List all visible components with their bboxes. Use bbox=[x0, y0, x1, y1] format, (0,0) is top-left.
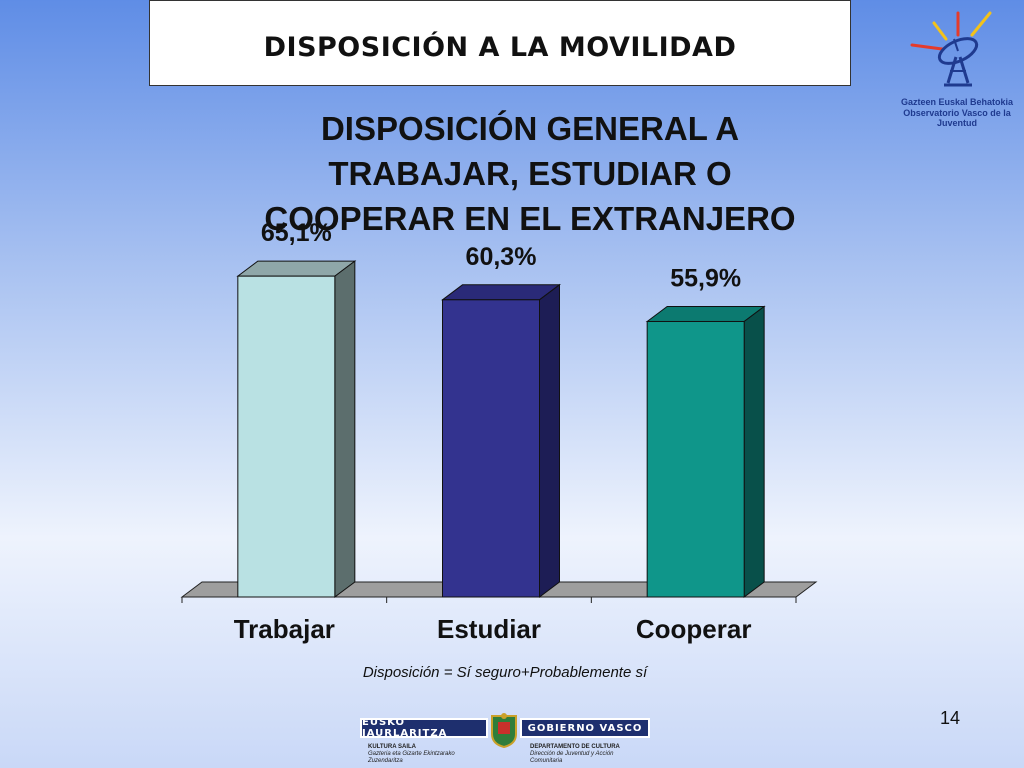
gov-bar-right: GOBIERNO VASCO bbox=[520, 718, 650, 738]
page-title: DISPOSICIÓN A LA MOVILIDAD bbox=[263, 31, 737, 63]
dept-sub-eu: Gazteria eta Gizarte Ekintzarako Zuzenda… bbox=[368, 751, 455, 764]
data-label: 55,9% bbox=[670, 264, 741, 292]
category-label: Cooperar bbox=[636, 614, 752, 644]
bar bbox=[237, 275, 336, 598]
bar-side bbox=[539, 283, 560, 598]
page-number: 14 bbox=[940, 708, 961, 728]
dept-name-es: DEPARTAMENTO DE CULTURA bbox=[530, 744, 620, 750]
header-box: DISPOSICIÓN A LA MOVILIDAD bbox=[149, 0, 851, 86]
observatorio-logo: Gazteen Euskal Behatokia Observatorio Va… bbox=[890, 5, 1020, 128]
gobierno-vasco-logo: EUSKO JAURLARITZA GOBIERNO VASCO KULTURA… bbox=[360, 712, 650, 768]
observatorio-name-eu: Gazteen Euskal Behatokia bbox=[900, 97, 1014, 107]
data-label: 60,3% bbox=[466, 243, 537, 271]
observatorio-name-es: Observatorio Vasco de la Juventud bbox=[903, 108, 1011, 128]
bar bbox=[646, 320, 745, 598]
dept-name-eu: KULTURA SAILA bbox=[368, 744, 416, 750]
gov-dept-right: DEPARTAMENTO DE CULTURA Dirección de Juv… bbox=[530, 744, 645, 765]
bar-side bbox=[334, 260, 356, 598]
dept-sub-es: Dirección de Juventud y Acción Comunitar… bbox=[530, 751, 614, 764]
chart-title: DISPOSICIÓN GENERAL A TRABAJAR, ESTUDIAR… bbox=[264, 110, 796, 237]
coat-of-arms-icon bbox=[491, 713, 517, 748]
category-label: Estudiar bbox=[437, 614, 541, 644]
chart-footnote: Disposición = Sí seguro+Probablemente sí bbox=[362, 664, 648, 681]
bar-side bbox=[743, 305, 765, 598]
satellite-dish-icon bbox=[910, 11, 992, 87]
gov-dept-left: KULTURA SAILA Gazteria eta Gizarte Ekint… bbox=[368, 744, 483, 765]
bar bbox=[442, 299, 540, 598]
gov-bar-left: EUSKO JAURLARITZA bbox=[360, 717, 488, 739]
data-label: 65,1% bbox=[261, 219, 332, 247]
category-label: Trabajar bbox=[234, 614, 335, 644]
